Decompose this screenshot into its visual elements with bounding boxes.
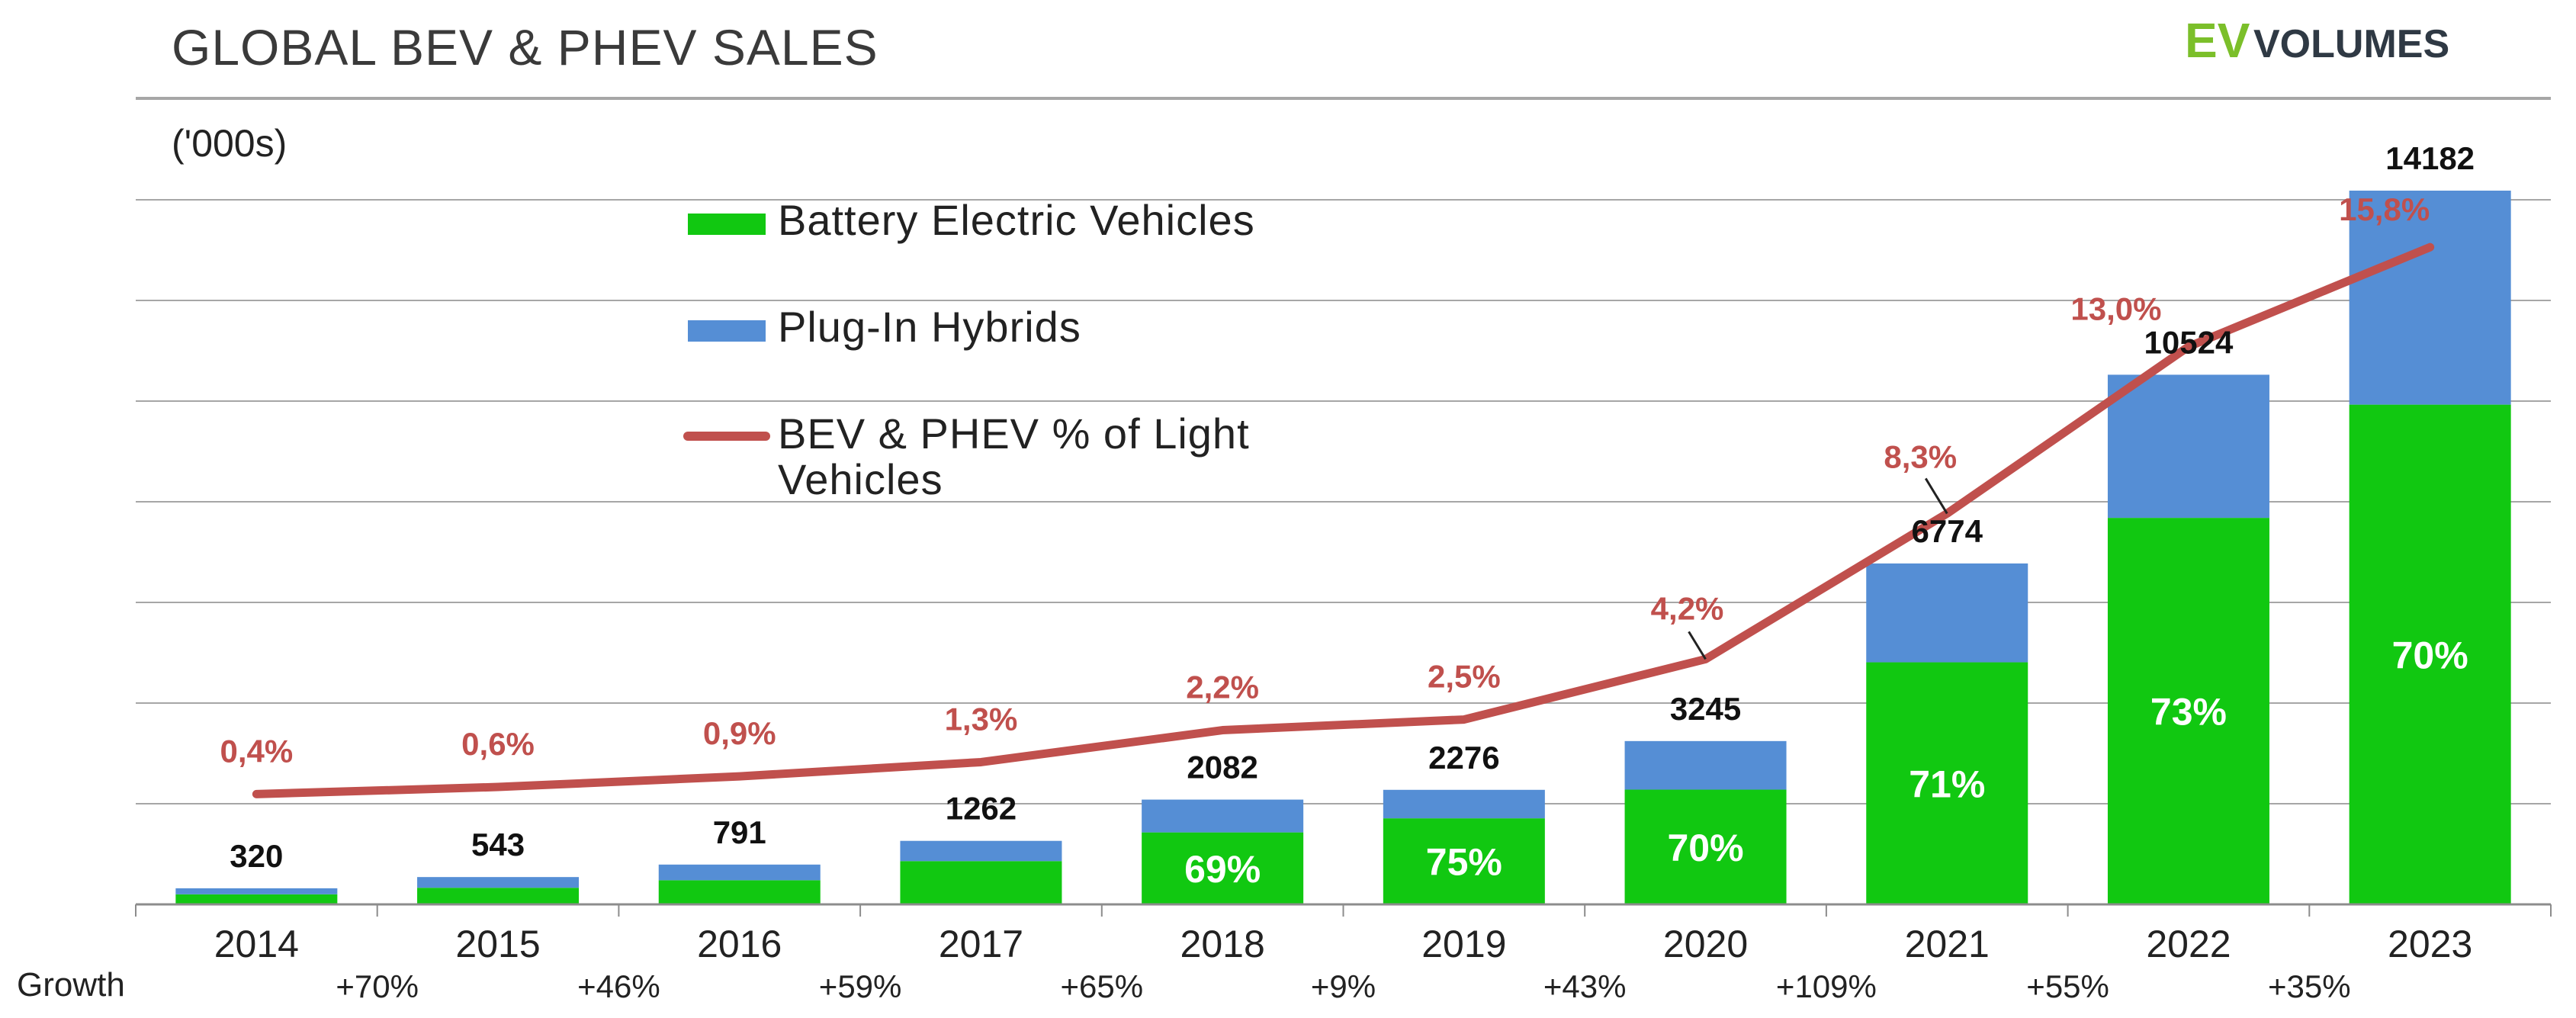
x-tick-label-2016: 2016 (697, 923, 782, 965)
share-label-2020: 4,2% (1651, 590, 1724, 626)
x-tick-label-2019: 2019 (1421, 923, 1506, 965)
bar-bev-2021 (1866, 662, 2028, 904)
bar-series (175, 190, 2511, 904)
chart-title: GLOBAL BEV & PHEV SALES (172, 19, 878, 75)
growth-value-2018: +65% (1061, 968, 1144, 1004)
total-label-2018: 2082 (1187, 750, 1257, 785)
growth-value-2015: +70% (336, 968, 419, 1004)
bar-bev-2022 (2107, 518, 2269, 904)
bev-share-label-2023: 70% (2392, 634, 2468, 676)
total-label-2020: 3245 (1670, 691, 1741, 727)
legend-bev-label: Battery Electric Vehicles (778, 196, 1255, 244)
legend-phev-label: Plug-In Hybrids (778, 303, 1081, 351)
bev-share-label-2022: 73% (2150, 691, 2227, 734)
share-label-2021: 8,3% (1884, 438, 1957, 474)
share-label-leader-2020 (1688, 631, 1707, 660)
legend: Battery Electric Vehicles Plug-In Hybrid… (683, 196, 1255, 503)
bar-bev-2014 (175, 894, 338, 904)
total-label-2022: 10524 (2144, 324, 2234, 360)
bar-phev-2019 (1383, 789, 1545, 819)
bar-phev-2018 (1142, 799, 1304, 833)
growth-value-2016: +46% (577, 968, 660, 1004)
bar-phev-2016 (658, 864, 821, 881)
unit-label: ('000s) (172, 122, 287, 165)
share-label-2019: 2,5% (1428, 659, 1501, 695)
x-tick-label-2015: 2015 (455, 923, 540, 965)
growth-value-2021: +109% (1776, 968, 1877, 1004)
bar-bev-2019 (1383, 818, 1545, 904)
x-tick-label-2014: 2014 (214, 923, 299, 965)
growth-value-2022: +55% (2026, 968, 2109, 1004)
bev-share-label-2020: 70% (1668, 827, 1744, 869)
share-label-2014: 0,4% (220, 733, 293, 769)
x-tick-label-2023: 2023 (2388, 923, 2472, 965)
bev-share-label-2018: 69% (1184, 848, 1261, 891)
bev-share-label-2021: 71% (1909, 763, 1985, 805)
total-label-2014: 320 (230, 838, 283, 874)
share-line-series (252, 242, 2435, 798)
total-label-2019: 2276 (1428, 740, 1499, 776)
x-tick-label-2018: 2018 (1180, 923, 1265, 965)
share-label-2023: 15,8% (2339, 191, 2430, 227)
bar-phev-2017 (900, 840, 1062, 862)
x-tick-label-2022: 2022 (2146, 923, 2231, 965)
logo-volumes-text: VOLUMES (2253, 22, 2449, 66)
bar-bev-2015 (417, 888, 580, 904)
bar-phev-2021 (1866, 563, 2028, 663)
bar-phev-2015 (417, 877, 580, 888)
growth-value-2020: +43% (1543, 968, 1627, 1004)
bar-phev-2014 (175, 888, 338, 894)
total-label-2017: 1262 (946, 791, 1017, 827)
share-label-2016: 0,9% (703, 715, 776, 751)
x-tick-label-2020: 2020 (1663, 923, 1748, 965)
share-label-2015: 0,6% (461, 726, 535, 762)
share-line (252, 242, 2435, 798)
bar-bev-2023 (2349, 404, 2511, 904)
legend-share-label-line2: Vehicles (778, 455, 943, 503)
share-label-2017: 1,3% (945, 701, 1018, 737)
bev-share-label-2019: 75% (1426, 841, 1502, 884)
share-label-2018: 2,2% (1186, 670, 1259, 705)
total-label-2015: 543 (471, 827, 525, 862)
total-label-2021: 6774 (1912, 513, 1983, 549)
total-label-2016: 791 (713, 814, 766, 850)
legend-phev-swatch (688, 320, 766, 342)
share-label-leader-2021 (1924, 477, 1948, 515)
growth-value-2019: +9% (1311, 968, 1376, 1004)
bar-phev-2023 (2349, 190, 2511, 405)
x-tick-label-2017: 2017 (939, 923, 1023, 965)
bar-phev-2022 (2107, 374, 2269, 519)
bar-phev-2020 (1624, 740, 1787, 790)
gridlines (136, 98, 2551, 804)
growth-value-2023: +35% (2268, 968, 2351, 1004)
bar-bev-2020 (1624, 789, 1787, 904)
share-label-2022: 13,0% (2070, 291, 2161, 327)
x-tick-label-2021: 2021 (1905, 923, 1990, 965)
logo-ev-mark: EV (2185, 13, 2250, 68)
bar-bev-2017 (900, 861, 1062, 904)
bar-bev-2018 (1142, 832, 1304, 904)
growth-value-2017: +59% (819, 968, 902, 1004)
bar-bev-2016 (658, 880, 821, 904)
legend-share-label-line1: BEV & PHEV % of Light (778, 409, 1250, 458)
legend-bev-swatch (688, 214, 766, 235)
data-labels: 0,4% 0,6% 0,9% 1,3% 2,2% 2,5% 4,2% 8,3% 13,0% 15,… (220, 140, 2475, 891)
x-axis: 2014 2015 2016 2017 2018 2019 2020 2021 2022 2023… (135, 903, 2552, 1004)
total-label-2023: 14182 (2385, 140, 2475, 176)
growth-row-label: Growth (17, 966, 125, 1004)
